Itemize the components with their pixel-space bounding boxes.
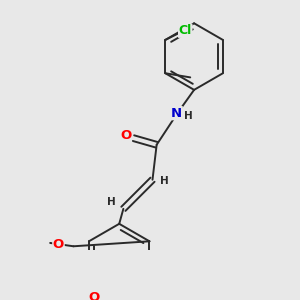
Text: Cl: Cl — [178, 24, 192, 37]
Text: H: H — [184, 111, 193, 121]
Text: H: H — [107, 197, 116, 207]
Text: H: H — [160, 176, 169, 186]
Text: O: O — [53, 238, 64, 251]
Text: O: O — [88, 290, 100, 300]
Text: N: N — [171, 107, 182, 120]
Text: O: O — [120, 129, 131, 142]
